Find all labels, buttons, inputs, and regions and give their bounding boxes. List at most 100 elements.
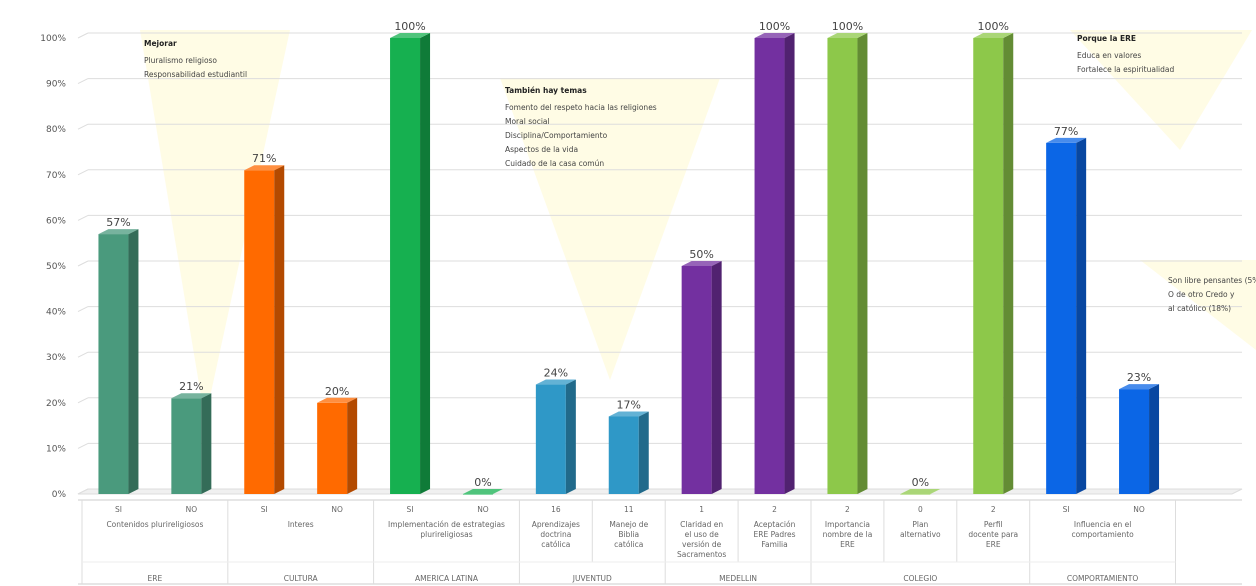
bar-front — [973, 38, 1004, 494]
bar — [754, 33, 795, 494]
bar-value-label: 23% — [1127, 371, 1151, 384]
bar — [900, 489, 941, 495]
category-label: Biblia — [618, 530, 639, 539]
bar-value-label: 100% — [394, 20, 425, 33]
subcategory-label: SI — [115, 505, 122, 514]
gridline — [77, 306, 89, 313]
bars — [98, 33, 1160, 495]
gridline — [77, 123, 89, 130]
subcategory-label: NO — [186, 505, 198, 514]
group-label: JUVENTUD — [572, 574, 612, 583]
bar — [827, 33, 868, 494]
bar-top — [827, 33, 868, 38]
annotation-line: Aspectos de la vida — [505, 145, 578, 154]
callout-wedge — [1070, 30, 1252, 150]
bar-top — [608, 411, 649, 417]
annotation-line: Fortalece la espiritualidad — [1077, 65, 1174, 74]
gridline — [77, 351, 89, 358]
annotation-note: Son libre pensantes (5% O de otro Credo y… — [1168, 276, 1256, 313]
bar-side — [784, 33, 795, 494]
y-tick-label: 30% — [46, 353, 66, 363]
bar — [171, 393, 212, 494]
bar-front — [1046, 142, 1077, 494]
category-label: Aceptación — [754, 520, 796, 529]
group-label: ERE — [148, 574, 163, 583]
bar-side — [638, 411, 649, 494]
y-tick-label: 50% — [46, 262, 66, 272]
gridline — [77, 214, 89, 221]
callout-wedge — [1140, 260, 1256, 350]
annotation-title: Mejorar — [144, 39, 177, 48]
y-tick-label: 60% — [46, 216, 66, 226]
category-label: Perfil — [984, 520, 1003, 529]
gridline — [77, 397, 89, 404]
bar-top — [171, 393, 212, 399]
bar-value-label: 17% — [617, 398, 641, 411]
bar — [681, 261, 722, 494]
bar — [98, 229, 139, 494]
bar-front — [900, 494, 931, 495]
bar — [462, 489, 503, 495]
y-tick-label: 70% — [46, 171, 66, 181]
bar-side — [128, 229, 139, 494]
annotation-line: Fomento del respeto hacia las religiones — [505, 103, 657, 112]
y-tick-label: 40% — [46, 308, 66, 318]
category-label: el uso de — [685, 530, 719, 539]
annotation-note: También hay temas Fomento del respeto hac… — [505, 86, 657, 168]
subcategory-label: SI — [261, 505, 268, 514]
bar-top — [681, 261, 722, 266]
category-label: católica — [614, 540, 643, 549]
bar — [244, 165, 285, 495]
bar-front — [244, 170, 275, 495]
group-label: CULTURA — [284, 574, 319, 583]
y-axis-ticks: 0% 10% 20% 30% 40% 50% 60% 70% 80% 90% 100% — [40, 34, 66, 500]
category-label: Familia — [761, 540, 787, 549]
bar-side — [274, 165, 285, 495]
category-label: Aprendizajes — [532, 520, 580, 529]
category-label: Manejo de — [609, 520, 648, 529]
subcategory-label: SI — [1063, 505, 1070, 514]
bar-value-label: 71% — [252, 152, 276, 165]
bar — [390, 33, 431, 494]
category-label: ERE — [986, 540, 1001, 549]
bar-value-label: 50% — [689, 248, 713, 261]
bar — [1046, 137, 1087, 494]
gridline — [77, 442, 89, 449]
subcategory-label: 2 — [772, 505, 777, 514]
bar-value-label: 100% — [759, 20, 790, 33]
bar-top — [754, 33, 795, 38]
bar-side — [857, 33, 868, 494]
bar-side — [201, 393, 212, 494]
category-label: Influencia en el — [1074, 520, 1131, 529]
group-label: MEDELLIN — [719, 574, 757, 583]
subcategory-label: SI — [407, 505, 414, 514]
category-label: docente para — [968, 530, 1018, 539]
bar-top — [317, 397, 358, 403]
bar-top — [535, 379, 576, 385]
category-label: Claridad en — [680, 520, 723, 529]
bar-front — [171, 398, 202, 494]
annotation-line: Disciplina/Comportamiento — [505, 131, 608, 140]
bar-front — [1119, 389, 1150, 494]
bar-value-label: 57% — [106, 216, 130, 229]
category-label: Importancia — [825, 520, 870, 529]
bar-front — [98, 234, 129, 494]
category-label: católica — [541, 540, 570, 549]
category-label: alternativo — [900, 530, 941, 539]
bar-top — [98, 229, 139, 235]
bar-front — [462, 494, 493, 495]
bar-side — [347, 397, 358, 494]
subcategory-label: 11 — [624, 505, 634, 514]
subcategory-label: 16 — [551, 505, 561, 514]
category-label: doctrina — [540, 530, 571, 539]
annotation-line: Cuidado de la casa común — [505, 159, 604, 168]
y-tick-label: 100% — [40, 34, 66, 44]
gridline — [77, 169, 89, 176]
bar-side — [1149, 384, 1160, 494]
subcategory-label: 2 — [991, 505, 996, 514]
subcategory-label: NO — [1133, 505, 1145, 514]
annotation-note: Mejorar Pluralismo religioso Responsabilid… — [144, 39, 247, 79]
category-label: ERE Padres — [754, 530, 796, 539]
category-label: Sacramentos — [677, 550, 726, 559]
